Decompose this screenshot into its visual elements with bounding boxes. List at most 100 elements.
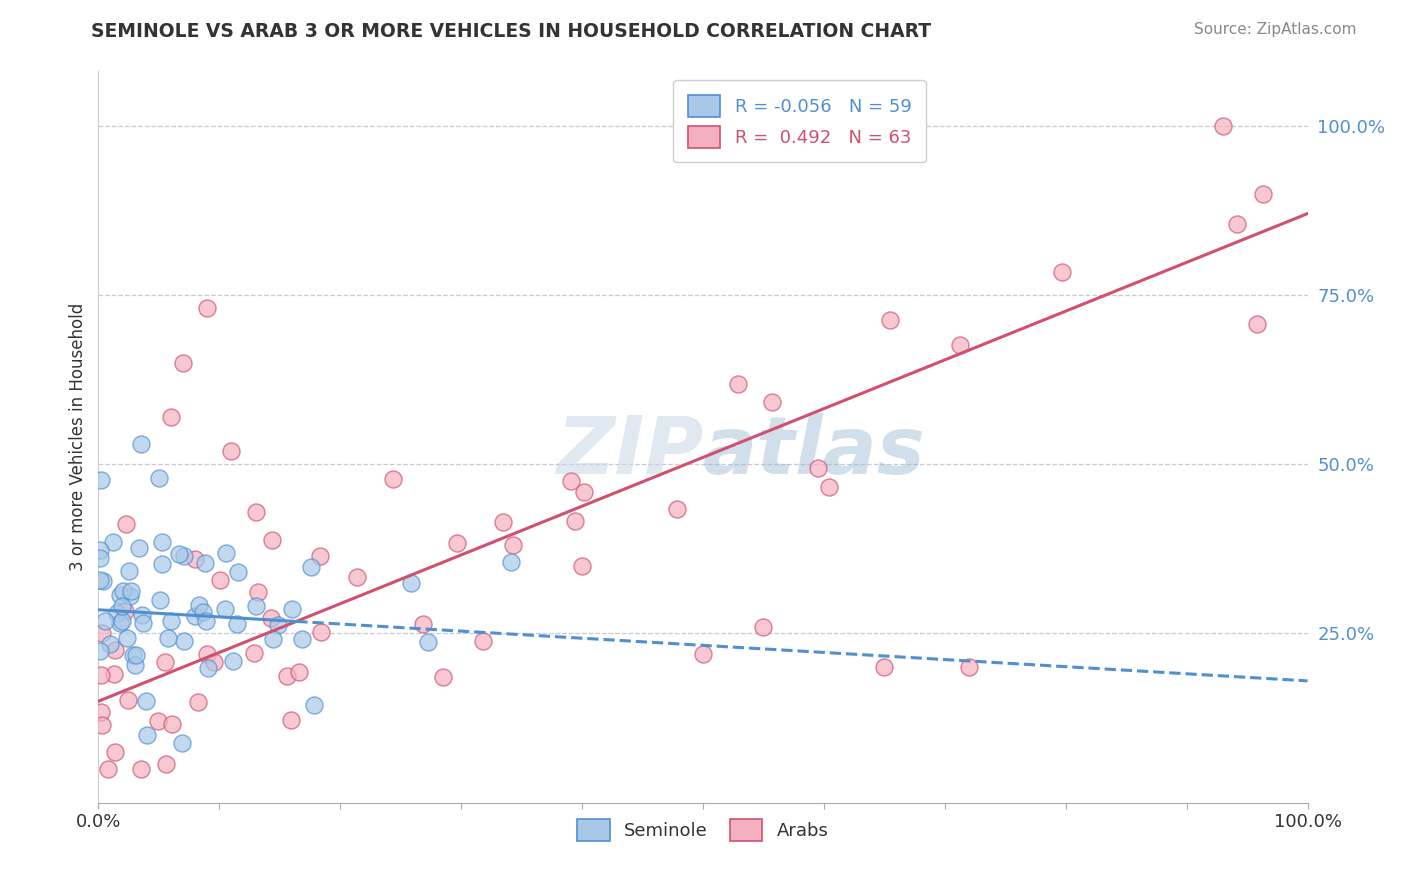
Point [221, 443, 243, 458]
Point [416, 635, 439, 649]
Point [280, 713, 302, 727]
Point [499, 555, 522, 569]
Point [125, 648, 148, 662]
Point [135, 728, 157, 742]
Point [692, 647, 714, 661]
Point [194, 556, 217, 570]
Point [665, 502, 688, 516]
Point [157, 632, 180, 646]
Point [172, 736, 194, 750]
Point [202, 656, 225, 670]
Point [148, 471, 170, 485]
Point [90, 718, 112, 732]
Point [90, 667, 112, 681]
Point [309, 624, 332, 639]
Point [173, 549, 195, 563]
Point [188, 598, 211, 612]
Point [502, 538, 524, 552]
Point [432, 670, 454, 684]
Point [173, 634, 195, 648]
Point [114, 604, 136, 618]
Point [412, 617, 434, 632]
Point [195, 301, 218, 316]
Point [135, 694, 157, 708]
Point [191, 605, 214, 619]
Point [172, 355, 194, 369]
Text: Source: ZipAtlas.com: Source: ZipAtlas.com [1194, 22, 1357, 37]
Point [214, 602, 236, 616]
Point [446, 536, 468, 550]
Point [150, 534, 173, 549]
Point [215, 546, 238, 560]
Point [1246, 317, 1268, 331]
Point [160, 409, 183, 424]
Point [90, 626, 112, 640]
Point [226, 566, 249, 580]
Point [276, 669, 298, 683]
Point [128, 541, 150, 556]
Point [111, 599, 134, 614]
Point [120, 583, 142, 598]
Point [879, 312, 901, 326]
Point [1050, 265, 1073, 279]
Point [247, 585, 270, 599]
Point [752, 620, 775, 634]
Text: SEMINOLE VS ARAB 3 OR MORE VEHICLES IN HOUSEHOLD CORRELATION CHART: SEMINOLE VS ARAB 3 OR MORE VEHICLES IN H… [91, 22, 932, 41]
Point [146, 714, 169, 729]
Point [110, 589, 132, 603]
Point [124, 657, 146, 672]
Point [873, 660, 896, 674]
Point [89, 573, 111, 587]
Point [118, 564, 141, 578]
Point [184, 552, 207, 566]
Point [564, 514, 586, 528]
Point [105, 606, 128, 620]
Point [98, 636, 121, 650]
Text: atlas: atlas [703, 413, 925, 491]
Point [132, 616, 155, 631]
Point [104, 643, 127, 657]
Point [90, 705, 112, 719]
Point [222, 654, 245, 668]
Point [90, 473, 112, 487]
Point [169, 547, 191, 561]
Point [346, 570, 368, 584]
Point [807, 460, 830, 475]
Point [472, 634, 495, 648]
Point [160, 716, 183, 731]
Point [262, 533, 284, 548]
Point [225, 616, 247, 631]
Point [197, 661, 219, 675]
Point [89, 644, 111, 658]
Point [93, 615, 115, 629]
Point [112, 583, 135, 598]
Point [818, 480, 841, 494]
Point [195, 614, 218, 628]
Text: ZIP: ZIP [555, 413, 703, 491]
Point [209, 573, 232, 587]
Point [195, 647, 218, 661]
Point [949, 338, 972, 352]
Point [291, 632, 314, 647]
Point [262, 632, 284, 646]
Point [761, 394, 783, 409]
Point [131, 608, 153, 623]
Point [572, 484, 595, 499]
Point [1226, 217, 1249, 231]
Point [153, 655, 176, 669]
Point [104, 745, 127, 759]
Point [91, 574, 114, 589]
Point [117, 631, 139, 645]
Point [103, 667, 125, 681]
Point [727, 376, 749, 391]
Point [89, 551, 111, 566]
Point [381, 472, 404, 486]
Point [288, 665, 311, 679]
Point [114, 516, 136, 531]
Point [111, 614, 134, 628]
Point [131, 762, 153, 776]
Point [108, 616, 131, 631]
Point [267, 618, 290, 632]
Legend: Seminole, Arabs: Seminole, Arabs [571, 812, 835, 848]
Point [399, 576, 422, 591]
